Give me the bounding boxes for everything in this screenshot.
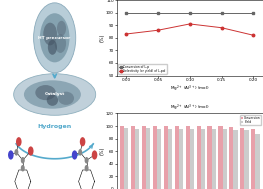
Circle shape [8, 150, 14, 160]
Bar [201, 129, 205, 189]
Bar [120, 126, 124, 189]
Bar [251, 129, 255, 189]
Circle shape [21, 165, 25, 172]
Y-axis label: (%): (%) [100, 147, 105, 155]
Circle shape [72, 150, 77, 160]
Circle shape [21, 157, 25, 163]
Bar [164, 126, 168, 189]
Y-axis label: (%): (%) [100, 34, 105, 42]
Ellipse shape [58, 92, 74, 105]
Bar [208, 126, 212, 189]
Text: Catalyst: Catalyst [44, 92, 65, 97]
Bar [153, 126, 157, 189]
Bar [135, 129, 139, 189]
Conversion of L-p [124, 12, 128, 14]
Selectivity (or yield) of L-pol [220, 27, 223, 29]
Bar [124, 128, 128, 189]
Circle shape [55, 34, 66, 53]
Text: HT precursor: HT precursor [38, 36, 71, 40]
Conversion of L-p [156, 12, 159, 14]
Bar [168, 129, 172, 189]
Circle shape [34, 3, 76, 73]
Line: Conversion of L-p: Conversion of L-p [125, 11, 255, 14]
Bar [255, 134, 260, 189]
Circle shape [28, 146, 34, 156]
Circle shape [16, 137, 22, 146]
Bar [142, 126, 146, 189]
Conversion of L-p [188, 12, 191, 14]
Selectivity (or yield) of L-pol [252, 34, 255, 36]
Conversion of L-p [220, 12, 223, 14]
Bar [175, 126, 179, 189]
Circle shape [43, 23, 57, 45]
Line: Selectivity (or yield) of L-pol: Selectivity (or yield) of L-pol [125, 23, 255, 36]
Bar [240, 128, 244, 189]
Legend: Conversion, Yield: Conversion, Yield [240, 115, 261, 125]
Bar [229, 127, 234, 189]
Selectivity (or yield) of L-pol [156, 29, 159, 31]
Ellipse shape [35, 85, 56, 100]
Selectivity (or yield) of L-pol [188, 23, 191, 25]
Bar [196, 126, 201, 189]
Legend: Conversion of L-p, Selectivity (or yield) of L-pol: Conversion of L-p, Selectivity (or yield… [118, 64, 166, 74]
Circle shape [48, 40, 57, 55]
Bar [190, 129, 194, 189]
Circle shape [57, 21, 66, 36]
Selectivity (or yield) of L-pol [124, 33, 128, 35]
Bar [179, 129, 183, 189]
Circle shape [92, 150, 97, 160]
Circle shape [14, 149, 18, 156]
Conversion of L-p [252, 12, 255, 14]
Circle shape [80, 137, 85, 146]
Circle shape [78, 149, 82, 156]
Bar [222, 129, 227, 189]
Bar [157, 129, 161, 189]
Bar [244, 130, 249, 189]
Bar [234, 130, 238, 189]
Ellipse shape [47, 94, 58, 106]
X-axis label: Mg$^{2+}$ (Al$^{3+}$) (mol): Mg$^{2+}$ (Al$^{3+}$) (mol) [170, 84, 210, 94]
Circle shape [40, 13, 69, 62]
Circle shape [85, 165, 89, 172]
Ellipse shape [14, 74, 96, 115]
Bar [212, 129, 216, 189]
Bar [186, 126, 190, 189]
Circle shape [85, 157, 89, 163]
Title: Mg$^{2+}$ (Al$^{3+}$) (mol): Mg$^{2+}$ (Al$^{3+}$) (mol) [170, 103, 210, 113]
Bar [146, 128, 150, 189]
Ellipse shape [24, 80, 81, 109]
Bar [131, 126, 135, 189]
Text: Hydrogen: Hydrogen [38, 125, 72, 129]
Bar [218, 126, 222, 189]
